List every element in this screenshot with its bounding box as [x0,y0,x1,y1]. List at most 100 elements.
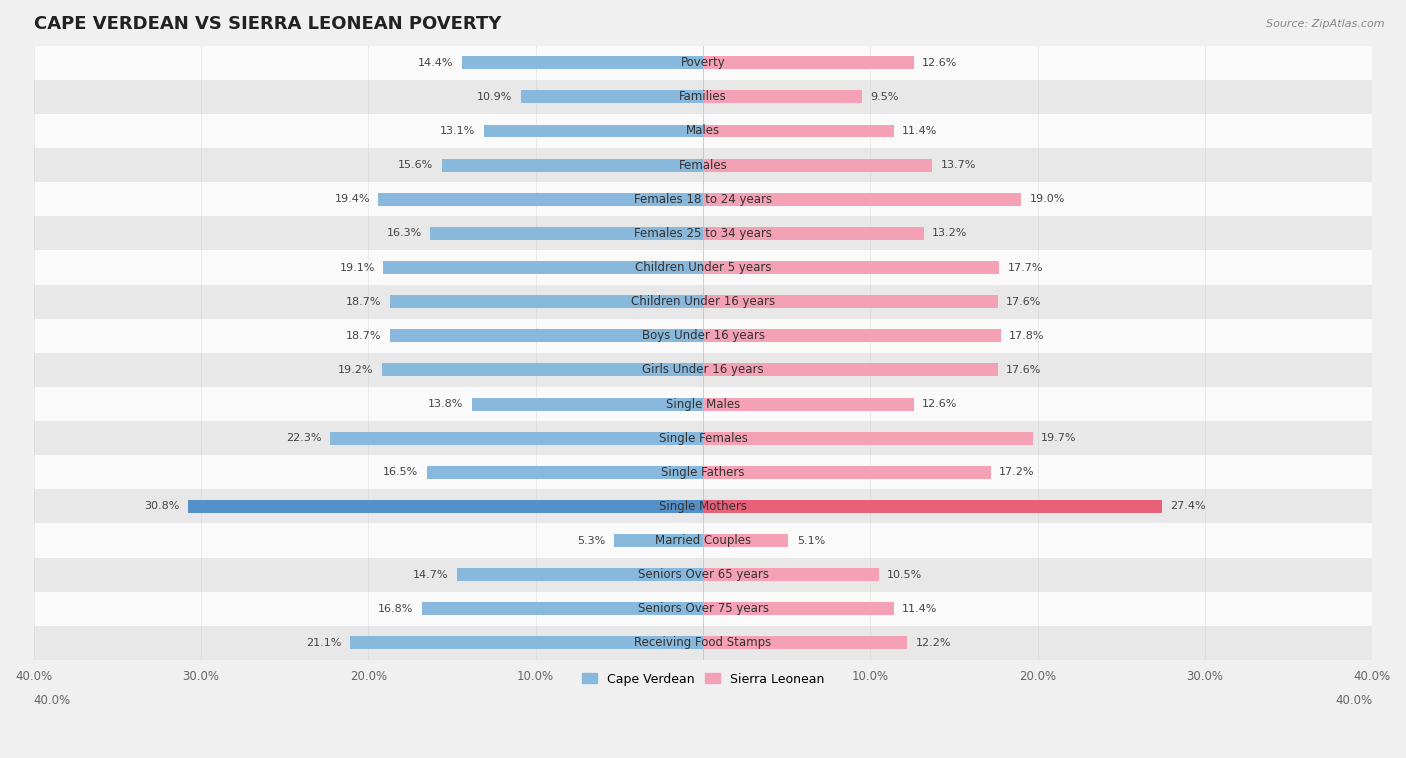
Text: Children Under 16 years: Children Under 16 years [631,295,775,309]
Bar [34,45,1372,80]
Bar [520,90,703,103]
Text: Single Females: Single Females [658,431,748,445]
Text: 11.4%: 11.4% [903,126,938,136]
Bar [34,626,1372,660]
Bar [34,592,1372,626]
Bar [381,363,703,377]
Text: 9.5%: 9.5% [870,92,898,102]
Bar [463,56,703,69]
Text: 12.2%: 12.2% [915,638,950,648]
Bar [330,431,703,445]
Text: 12.6%: 12.6% [922,58,957,67]
Bar [34,558,1372,592]
Bar [34,284,1372,318]
Bar [389,295,703,308]
Text: Children Under 5 years: Children Under 5 years [634,261,772,274]
Text: 19.7%: 19.7% [1040,433,1077,443]
Text: 15.6%: 15.6% [398,160,433,170]
Text: 40.0%: 40.0% [34,694,70,706]
Bar [703,431,1032,445]
Text: 19.0%: 19.0% [1029,194,1064,204]
Text: 17.6%: 17.6% [1005,365,1042,375]
Bar [703,603,894,615]
Legend: Cape Verdean, Sierra Leonean: Cape Verdean, Sierra Leonean [576,668,830,691]
Text: 13.2%: 13.2% [932,228,967,238]
Bar [350,637,703,650]
Text: 17.7%: 17.7% [1008,262,1043,273]
Bar [34,250,1372,284]
Bar [34,318,1372,352]
Bar [34,421,1372,456]
Text: Poverty: Poverty [681,56,725,69]
Bar [703,56,914,69]
Bar [34,490,1372,524]
Text: 17.2%: 17.2% [1000,467,1035,478]
Text: 21.1%: 21.1% [307,638,342,648]
Bar [34,182,1372,216]
Bar [389,329,703,343]
Bar [441,158,703,171]
Bar [457,568,703,581]
Bar [703,500,1161,513]
Bar [34,524,1372,558]
Text: 13.8%: 13.8% [429,399,464,409]
Bar [703,295,997,308]
Bar [703,363,997,377]
Bar [703,124,894,137]
Text: 17.8%: 17.8% [1010,330,1045,341]
Bar [34,216,1372,250]
Bar [378,193,703,205]
Text: Married Couples: Married Couples [655,534,751,547]
Bar [703,193,1021,205]
Text: 19.2%: 19.2% [337,365,374,375]
Text: Females: Females [679,158,727,171]
Bar [34,352,1372,387]
Text: 16.3%: 16.3% [387,228,422,238]
Text: Males: Males [686,124,720,137]
Text: Girls Under 16 years: Girls Under 16 years [643,363,763,377]
Text: 13.7%: 13.7% [941,160,976,170]
Text: 11.4%: 11.4% [903,604,938,614]
Bar [703,568,879,581]
Text: Receiving Food Stamps: Receiving Food Stamps [634,637,772,650]
Text: Seniors Over 65 years: Seniors Over 65 years [637,568,769,581]
Text: 17.6%: 17.6% [1005,296,1042,307]
Bar [427,466,703,479]
Bar [703,261,1000,274]
Text: Single Mothers: Single Mothers [659,500,747,513]
Text: 19.1%: 19.1% [340,262,375,273]
Text: 14.7%: 14.7% [413,570,449,580]
Text: Source: ZipAtlas.com: Source: ZipAtlas.com [1267,19,1385,29]
Bar [384,261,703,274]
Bar [484,124,703,137]
Text: 12.6%: 12.6% [922,399,957,409]
Text: 16.5%: 16.5% [384,467,419,478]
Text: CAPE VERDEAN VS SIERRA LEONEAN POVERTY: CAPE VERDEAN VS SIERRA LEONEAN POVERTY [34,15,501,33]
Text: Single Males: Single Males [666,397,740,411]
Text: 5.1%: 5.1% [797,536,825,546]
Text: 10.9%: 10.9% [477,92,512,102]
Bar [703,534,789,547]
Bar [34,456,1372,490]
Bar [422,603,703,615]
Text: Families: Families [679,90,727,103]
Bar [187,500,703,513]
Text: 14.4%: 14.4% [418,58,454,67]
Bar [703,158,932,171]
Bar [703,329,1001,343]
Bar [34,148,1372,182]
Bar [703,466,991,479]
Text: 5.3%: 5.3% [578,536,606,546]
Text: 16.8%: 16.8% [378,604,413,614]
Bar [34,387,1372,421]
Text: Seniors Over 75 years: Seniors Over 75 years [637,603,769,615]
Text: Females 18 to 24 years: Females 18 to 24 years [634,193,772,205]
Bar [703,397,914,411]
Bar [703,227,924,240]
Bar [472,397,703,411]
Text: 27.4%: 27.4% [1170,501,1205,512]
Bar [614,534,703,547]
Text: 40.0%: 40.0% [1336,694,1372,706]
Text: Boys Under 16 years: Boys Under 16 years [641,329,765,343]
Bar [34,114,1372,148]
